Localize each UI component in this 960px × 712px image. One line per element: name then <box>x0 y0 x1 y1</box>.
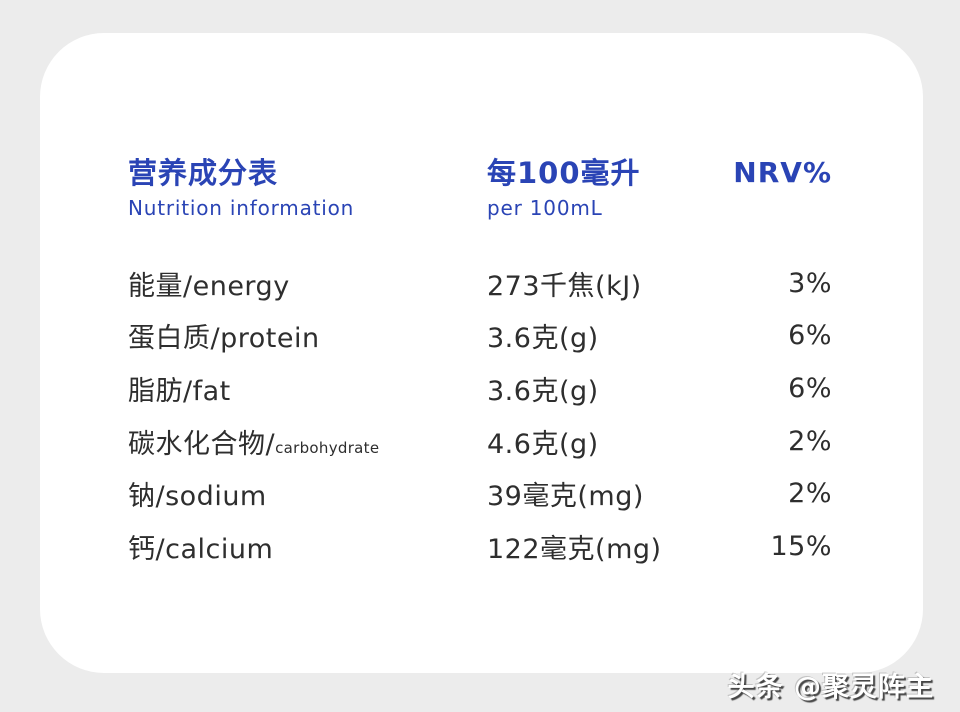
nutrient-nrv: 2% <box>788 425 832 457</box>
nutrient-label-small: carbohydrate <box>275 438 380 457</box>
nutrition-facts-card: 营养成分表 Nutrition information 每100毫升 per 1… <box>40 33 923 673</box>
table-title-zh: 营养成分表 <box>128 156 279 190</box>
table-row-protein: 蛋白质/protein 3.6克(g) 6% <box>128 310 832 363</box>
nutrient-amount: 3.6克(g) <box>487 323 599 355</box>
nutrient-label: 能量/energy <box>128 270 290 302</box>
nutrient-label: 碳水化合物/ <box>128 428 276 460</box>
header-name-column: 营养成分表 Nutrition information <box>128 155 487 221</box>
nutrient-nrv: 6% <box>788 320 832 352</box>
nutrient-nrv: 15% <box>770 530 832 562</box>
table-row-sodium: 钠/sodium 39毫克(mg) 2% <box>128 467 832 520</box>
table-row-calcium: 钙/calcium 122毫克(mg) 15% <box>128 520 832 573</box>
nutrient-amount: 273千焦(kJ) <box>487 270 642 302</box>
nutrient-nrv: 3% <box>788 267 832 299</box>
nutrient-nrv: 6% <box>788 372 832 404</box>
serving-size-en: per 100mL <box>487 196 603 220</box>
table-row-fat: 脂肪/fat 3.6克(g) 6% <box>128 362 832 415</box>
nutrient-label: 蛋白质/protein <box>128 323 320 355</box>
serving-size-zh: 每100毫升 <box>487 156 641 190</box>
table-header: 营养成分表 Nutrition information 每100毫升 per 1… <box>128 155 832 221</box>
table-title-en: Nutrition information <box>128 196 355 220</box>
nutrient-amount: 39毫克(mg) <box>487 481 644 513</box>
nutrient-amount: 3.6克(g) <box>487 375 599 407</box>
table-row-carbohydrate: 碳水化合物/carbohydrate 4.6克(g) 2% <box>128 415 832 468</box>
table-row-energy: 能量/energy 273千焦(kJ) 3% <box>128 257 832 310</box>
nrv-column-header: NRV% <box>733 156 832 189</box>
nutrient-nrv: 2% <box>788 478 832 510</box>
nutrient-label: 脂肪/fat <box>128 375 231 407</box>
header-serving-column: 每100毫升 per 100mL <box>487 155 722 221</box>
nutrient-label: 钠/sodium <box>128 481 267 513</box>
nutrition-table: 能量/energy 273千焦(kJ) 3% 蛋白质/protein 3.6克(… <box>128 257 832 573</box>
watermark: 头条 @聚灵阵主 <box>727 672 934 703</box>
nutrient-amount: 4.6克(g) <box>487 428 599 460</box>
nutrient-label: 钙/calcium <box>128 533 274 565</box>
nutrient-amount: 122毫克(mg) <box>487 533 662 565</box>
